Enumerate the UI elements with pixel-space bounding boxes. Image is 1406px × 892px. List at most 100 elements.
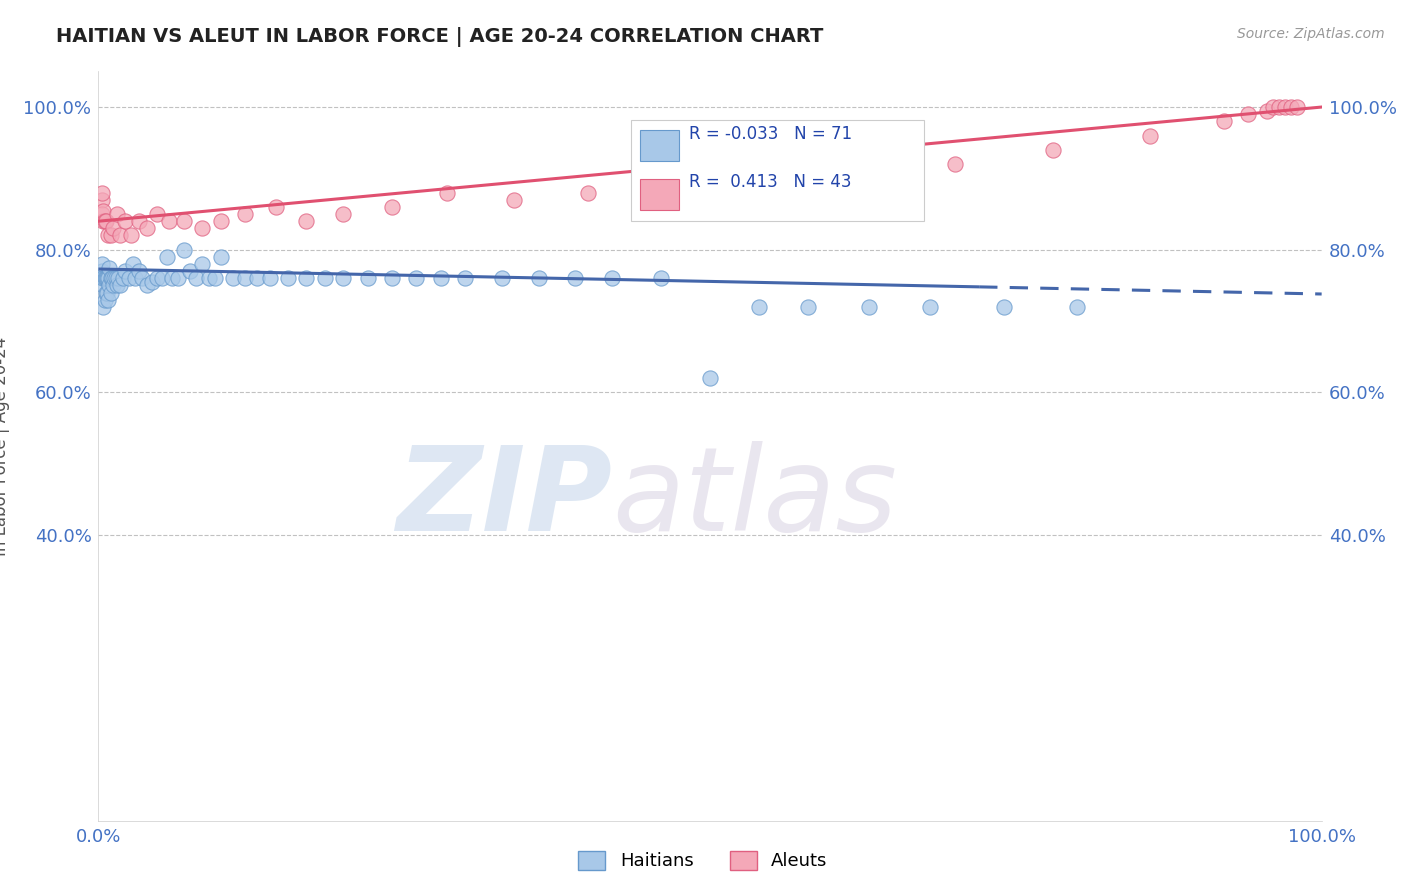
Point (1139, 128, 1161, 143)
Point (222, 271, 245, 285)
Point (101, 278, 124, 293)
Point (993, 300, 1015, 314)
Point (160, 271, 183, 285)
Point (943, 157, 966, 171)
Text: atlas: atlas (612, 442, 897, 556)
Point (430, 271, 453, 285)
Point (650, 271, 672, 285)
Point (246, 271, 269, 285)
Point (100, 271, 122, 285)
Point (136, 278, 159, 293)
Point (91, 300, 114, 314)
Point (146, 271, 169, 285)
Point (118, 271, 141, 285)
Point (93, 293, 115, 307)
Point (101, 271, 124, 285)
Point (233, 207, 256, 221)
Point (1212, 114, 1234, 128)
Point (1274, 100, 1296, 114)
Point (110, 228, 132, 243)
Point (91, 207, 114, 221)
Point (128, 264, 150, 278)
Point (1261, 100, 1284, 114)
Point (157, 214, 180, 228)
Bar (640, 178, 679, 210)
Y-axis label: In Labor Force | Age 20-24: In Labor Force | Age 20-24 (0, 336, 10, 556)
Point (1279, 100, 1302, 114)
Point (179, 264, 201, 278)
Point (259, 271, 281, 285)
Point (858, 300, 880, 314)
Point (209, 214, 232, 228)
Point (920, 300, 942, 314)
Point (98, 278, 121, 293)
Point (503, 193, 526, 207)
Point (94, 271, 117, 285)
Point (91, 203, 114, 218)
Point (1066, 300, 1088, 314)
Text: HAITIAN VS ALEUT IN LABOR FORCE | AGE 20-24 CORRELATION CHART: HAITIAN VS ALEUT IN LABOR FORCE | AGE 20… (56, 27, 824, 46)
Point (191, 221, 214, 235)
Point (173, 243, 195, 257)
Point (209, 250, 232, 264)
Text: R = -0.033   N = 71: R = -0.033 N = 71 (689, 125, 852, 143)
Point (93, 214, 115, 228)
Point (91, 271, 114, 285)
Point (93, 271, 115, 285)
Text: ZIP: ZIP (396, 441, 612, 556)
Point (436, 186, 458, 200)
Point (264, 200, 287, 214)
Point (120, 228, 142, 243)
Point (91, 214, 114, 228)
Legend: Haitians, Aleuts: Haitians, Aleuts (571, 844, 835, 878)
Point (91, 271, 114, 285)
Point (576, 186, 599, 200)
Point (1042, 143, 1064, 157)
Point (107, 271, 129, 285)
Point (699, 371, 721, 385)
Point (167, 271, 190, 285)
Point (96, 285, 118, 300)
Point (1256, 103, 1278, 118)
Point (141, 275, 163, 289)
Point (131, 271, 153, 285)
Point (332, 207, 354, 221)
Point (748, 178, 770, 193)
Point (94, 285, 117, 300)
Bar (640, 130, 679, 161)
Point (110, 278, 132, 293)
Point (121, 257, 143, 271)
Point (564, 271, 586, 285)
Point (454, 271, 477, 285)
Point (101, 221, 124, 235)
Point (96, 271, 118, 285)
Point (91, 264, 114, 278)
Point (197, 271, 219, 285)
Point (356, 271, 378, 285)
Point (105, 278, 128, 293)
Point (146, 207, 169, 221)
Point (114, 214, 136, 228)
Point (97, 271, 120, 285)
Point (748, 300, 770, 314)
Point (103, 271, 125, 285)
Point (1286, 100, 1309, 114)
Point (405, 271, 427, 285)
Point (91, 278, 114, 293)
Point (114, 264, 136, 278)
Point (173, 214, 195, 228)
Point (91, 193, 114, 207)
Point (600, 271, 623, 285)
Point (128, 214, 150, 228)
Point (277, 271, 299, 285)
Point (156, 250, 179, 264)
Text: Source: ZipAtlas.com: Source: ZipAtlas.com (1237, 27, 1385, 41)
Point (124, 271, 146, 285)
Point (98, 260, 121, 275)
Point (100, 228, 122, 243)
Point (191, 257, 214, 271)
Point (797, 300, 820, 314)
Point (104, 271, 127, 285)
Point (295, 214, 318, 228)
Point (295, 271, 318, 285)
